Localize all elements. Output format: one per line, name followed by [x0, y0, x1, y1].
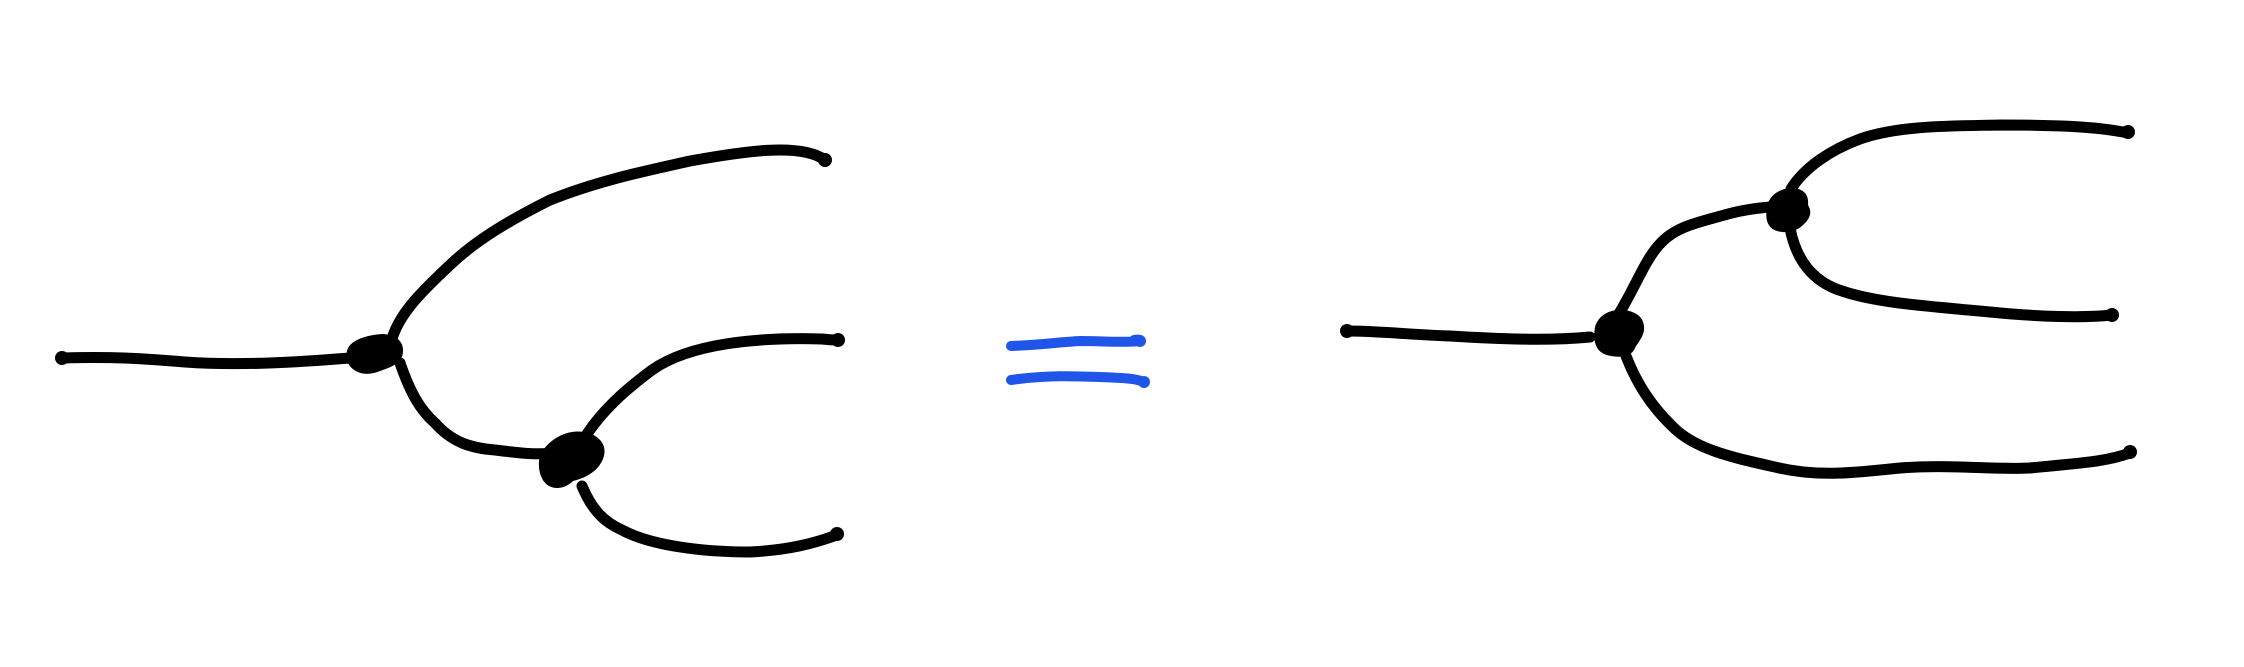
- left-tree-inner-edge: [394, 357, 561, 460]
- right-tree-root-edge: [1341, 325, 1596, 345]
- left-tree-upper-leaf-edge: [385, 144, 831, 348]
- right-tree-inner-edge: [1611, 200, 1788, 323]
- left-tree-lower-leaf-edge: [576, 480, 843, 558]
- left-tree-middle-leaf-edge: [581, 333, 844, 440]
- equals-sign-top-end-dot: [1134, 335, 1146, 347]
- left-tree-node-2: [538, 431, 605, 489]
- right-tree-lower-leaf-edge: [1620, 350, 2136, 479]
- left-tree-middle-leaf-end-dot: [831, 333, 845, 347]
- left-tree-lower-leaf-end-dot: [830, 527, 844, 541]
- left-tree-root-end-dot: [55, 351, 69, 365]
- left-tree: [55, 144, 845, 558]
- equals-sign-bottom-bar: [1006, 371, 1149, 387]
- right-tree-lower-leaf-end-dot: [2123, 445, 2137, 459]
- right-tree-upper-leaf-end-dot: [2121, 125, 2135, 139]
- equals-sign: [1006, 334, 1150, 388]
- left-tree-root-edge: [56, 348, 388, 370]
- right-tree-node-1: [1594, 309, 1645, 357]
- right-tree-middle-leaf-edge: [1784, 222, 2118, 323]
- right-tree-middle-leaf-end-dot: [2105, 308, 2119, 322]
- right-tree-upper-leaf-edge: [1785, 119, 2134, 195]
- right-tree-root-end-dot: [1340, 324, 1354, 338]
- left-tree-node-1: [346, 334, 404, 374]
- equals-sign-bottom-end-dot: [1138, 376, 1150, 388]
- left-tree-upper-leaf-end-dot: [818, 153, 832, 167]
- right-tree: [1340, 119, 2137, 479]
- equals-sign-top-bar: [1006, 334, 1145, 351]
- right-tree-node-2: [1766, 188, 1811, 233]
